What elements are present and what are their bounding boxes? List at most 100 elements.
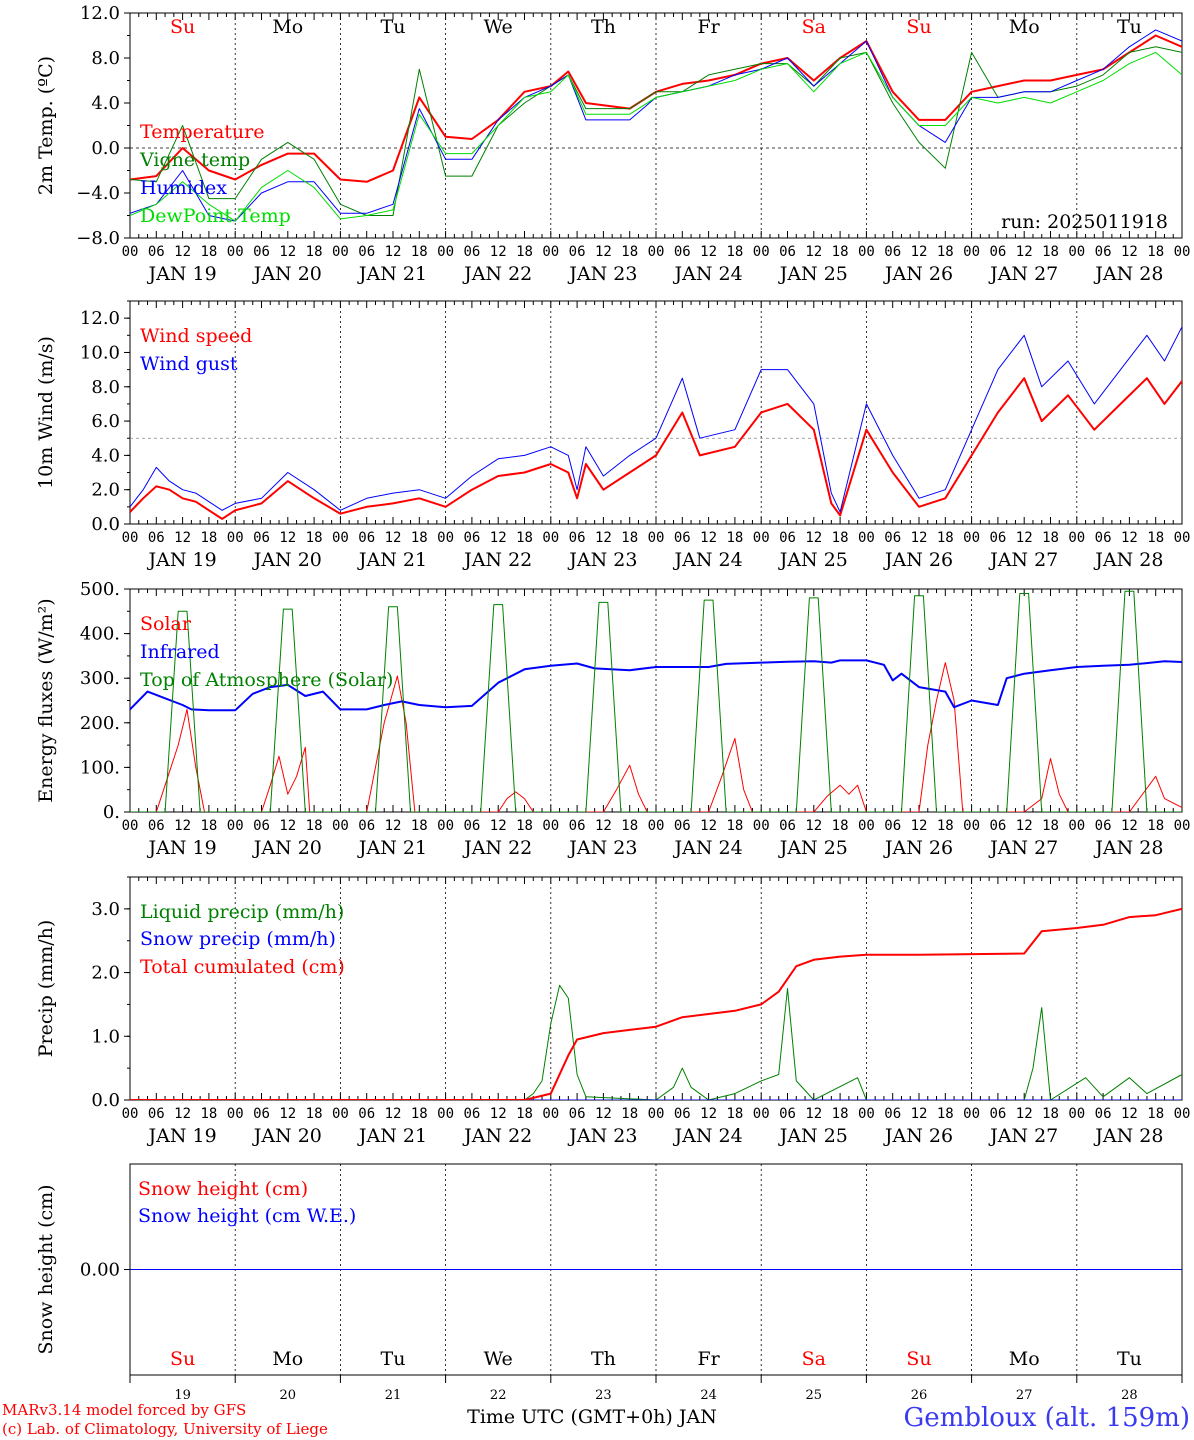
- hour-label: 06: [358, 1106, 375, 1122]
- hour-label: 12: [490, 1106, 507, 1122]
- legend-entry: Temperature: [140, 121, 264, 143]
- hour-label: 06: [569, 818, 586, 834]
- hour-label: 06: [463, 244, 480, 260]
- date-label: JAN 20: [252, 263, 322, 285]
- hour-label: 12: [1121, 530, 1138, 546]
- hour-label: 18: [1147, 1106, 1164, 1122]
- day-number-label: 24: [700, 1388, 717, 1403]
- hour-label: 06: [779, 244, 796, 260]
- date-label: JAN 19: [147, 263, 217, 285]
- hour-label: 12: [174, 244, 191, 260]
- hour-label: 00: [437, 244, 454, 260]
- series-line-humidex: [130, 29, 1182, 222]
- hour-label: 18: [832, 1106, 849, 1122]
- weekday-label: We: [484, 16, 513, 38]
- weekday-label: Su: [906, 1348, 931, 1370]
- series-line-vigne-temp: [130, 46, 1182, 216]
- hour-label: 12: [805, 530, 822, 546]
- hour-label: 00: [858, 530, 875, 546]
- date-label: JAN 23: [567, 837, 637, 859]
- hour-label: 00: [227, 818, 244, 834]
- hour-label: 06: [989, 818, 1006, 834]
- day-number-label: 26: [911, 1388, 928, 1403]
- hour-label: 18: [937, 818, 954, 834]
- weekday-label: Su: [906, 16, 931, 38]
- hour-label: 00: [858, 1106, 875, 1122]
- day-number-label: 21: [385, 1388, 402, 1403]
- hour-label: 12: [1121, 1106, 1138, 1122]
- hour-label: 00: [332, 244, 349, 260]
- hour-label: 00: [227, 244, 244, 260]
- y-tick-label: 8.0: [91, 48, 120, 69]
- hour-label: 18: [306, 244, 323, 260]
- date-label: JAN 24: [673, 263, 743, 285]
- hour-label: 18: [411, 1106, 428, 1122]
- panel-4: 0.0 1.0 2.0 3.0 Precip (mm/h) 00 06 12 18 00 06 12 1…: [35, 876, 1191, 1147]
- date-label: JAN 19: [147, 1125, 217, 1147]
- y-axis-label: Energy fluxes (W/m²): [35, 598, 57, 802]
- legend-entry: Infrared: [140, 641, 220, 663]
- legend-entry: Snow height (cm W.E.): [138, 1205, 356, 1227]
- weekday-label: Su: [170, 1348, 195, 1370]
- date-label: JAN 22: [462, 549, 532, 571]
- hour-label: 12: [911, 1106, 928, 1122]
- date-label: JAN 25: [778, 1125, 848, 1147]
- hour-label: 12: [911, 818, 928, 834]
- y-tick-label: 100.: [80, 757, 120, 778]
- hour-label: 06: [674, 1106, 691, 1122]
- date-label: JAN 28: [1093, 549, 1163, 571]
- hour-label: 00: [1174, 818, 1191, 834]
- legend-entry: Wind speed: [140, 325, 252, 347]
- hour-label: 06: [1095, 1106, 1112, 1122]
- time-axis-title: Time UTC (GMT+0h) JAN: [467, 1406, 717, 1428]
- hour-label: 00: [332, 818, 349, 834]
- day-number-label: 19: [174, 1388, 191, 1403]
- hour-label: 12: [279, 244, 296, 260]
- y-tick-label: 0.0: [91, 138, 120, 159]
- y-tick-label: −4.0: [76, 183, 120, 204]
- weekday-label: Mo: [272, 16, 303, 38]
- hour-label: 00: [1174, 1106, 1191, 1122]
- y-tick-label: −8.0: [76, 228, 120, 249]
- date-label: JAN 20: [252, 549, 322, 571]
- hour-label: 06: [1095, 244, 1112, 260]
- hour-label: 06: [989, 1106, 1006, 1122]
- hour-label: 18: [726, 818, 743, 834]
- date-label: JAN 26: [883, 263, 953, 285]
- hour-label: 00: [963, 818, 980, 834]
- hour-label: 06: [148, 818, 165, 834]
- weekday-label: Mo: [272, 1348, 303, 1370]
- y-tick-label: 2.0: [91, 480, 120, 501]
- series-line-temperature: [130, 34, 1182, 183]
- y-tick-label: 1.0: [91, 1026, 120, 1047]
- hour-label: 00: [122, 530, 139, 546]
- weekday-label: Tu: [1117, 1348, 1142, 1370]
- legend-entry: Top of Atmosphere (Solar): [140, 669, 393, 691]
- hour-label: 18: [621, 530, 638, 546]
- hour-label: 12: [595, 530, 612, 546]
- date-label: JAN 26: [883, 837, 953, 859]
- hour-label: 18: [726, 530, 743, 546]
- hour-label: 12: [805, 244, 822, 260]
- hour-label: 00: [648, 530, 665, 546]
- y-tick-label: 300.: [80, 668, 120, 689]
- legend-entry: Snow precip (mm/h): [140, 928, 336, 950]
- weekday-label: Mo: [1009, 16, 1040, 38]
- date-label: JAN 20: [252, 1125, 322, 1147]
- hour-label: 06: [779, 1106, 796, 1122]
- date-label: JAN 25: [778, 549, 848, 571]
- weekday-label: Fr: [697, 1348, 720, 1370]
- hour-label: 06: [148, 1106, 165, 1122]
- y-tick-label: 10.0: [80, 342, 120, 363]
- date-label: JAN 19: [147, 837, 217, 859]
- hour-label: 00: [753, 530, 770, 546]
- hour-label: 12: [911, 530, 928, 546]
- hour-label: 06: [884, 818, 901, 834]
- hour-label: 18: [621, 1106, 638, 1122]
- hour-label: 00: [227, 1106, 244, 1122]
- y-axis-label: 2m Temp. (ºC): [35, 56, 57, 195]
- hour-label: 18: [726, 1106, 743, 1122]
- weekday-label: Th: [591, 1348, 616, 1370]
- y-tick-label: 0.00: [80, 1260, 120, 1281]
